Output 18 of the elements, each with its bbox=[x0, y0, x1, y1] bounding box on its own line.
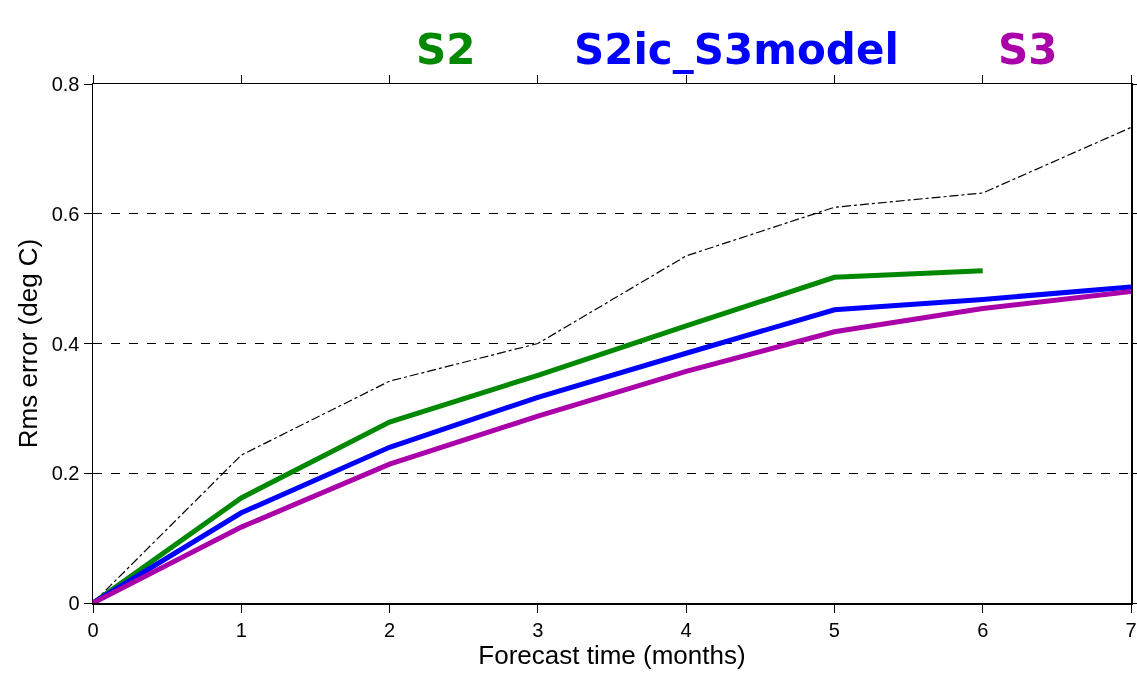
y-tick-label: 0.4 bbox=[51, 332, 80, 355]
x-tick-label: 3 bbox=[532, 618, 544, 641]
text: S3 bbox=[998, 25, 1058, 74]
x-tick-label: 4 bbox=[680, 618, 692, 641]
y-tick-label: 0.2 bbox=[51, 462, 80, 485]
x-axis-title: Forecast time (months) bbox=[478, 640, 746, 671]
y-axis-title: Rms error (deg C) bbox=[13, 238, 44, 449]
y-tick-label: 0 bbox=[68, 592, 80, 614]
y-tick-label: 0.6 bbox=[51, 202, 80, 225]
x-tick-label: 2 bbox=[384, 618, 396, 641]
x-tick-label: 6 bbox=[977, 618, 989, 641]
text: S2 bbox=[416, 25, 476, 74]
text: S2ic_S3model bbox=[574, 25, 899, 74]
x-tick-label: 7 bbox=[1125, 618, 1137, 641]
x-tick-label: 1 bbox=[235, 618, 247, 641]
y-tick-label: 0.8 bbox=[51, 73, 80, 95]
x-tick-label: 5 bbox=[828, 618, 840, 641]
x-tick-label: 0 bbox=[87, 618, 99, 641]
